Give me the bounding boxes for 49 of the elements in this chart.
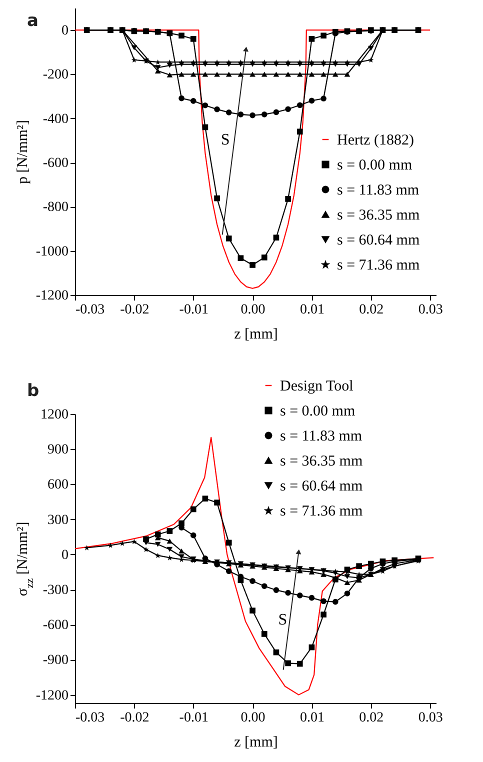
legend-label: s = 11.83 mm xyxy=(280,428,362,444)
y-tick-label: 1200 xyxy=(40,408,68,422)
y-axis-title: p [N/mm²] xyxy=(14,120,31,184)
x-tick-label: 0.03 xyxy=(418,710,443,726)
legend-label: s = 71.36 mm xyxy=(280,504,363,520)
annotation: S xyxy=(278,612,288,629)
y-tick-label: -400 xyxy=(42,112,68,127)
legend-label: s = 0.00 mm xyxy=(280,404,356,420)
x-tick-label: 0.00 xyxy=(240,710,266,726)
chart-title: a xyxy=(27,11,38,31)
legend-label: s = 11.83 mm xyxy=(337,182,420,198)
x-axis-title: z [mm] xyxy=(234,326,278,342)
legend-label: s = 60.64 mm xyxy=(280,478,363,494)
y-tick-label: -1000 xyxy=(36,244,68,260)
y-tick-label: -1200 xyxy=(36,288,68,304)
annotation: S xyxy=(220,131,230,148)
y-tick-label: 0 xyxy=(62,24,68,39)
y-tick-label: -600 xyxy=(42,156,68,172)
x-tick-label: -0.03 xyxy=(76,710,105,726)
legend-label: s = 36.35 mm xyxy=(337,208,420,224)
legend-label: s = 71.36 mm xyxy=(337,258,420,274)
x-tick-label: 0.01 xyxy=(300,302,324,318)
y-tick-label: -300 xyxy=(42,583,68,598)
legend-label: Hertz (1882) xyxy=(337,132,414,148)
x-tick-label: 0.00 xyxy=(240,302,266,318)
x-tick-label: -0.02 xyxy=(120,710,150,726)
legend-label: Design Tool xyxy=(280,378,354,394)
legend-label: s = 60.64 mm xyxy=(337,232,420,248)
y-tick-label: -600 xyxy=(42,618,68,634)
x-tick-label: 0.02 xyxy=(359,302,384,318)
x-tick-label: 0.02 xyxy=(359,710,384,726)
x-tick-label: -0.03 xyxy=(76,302,105,318)
x-tick-label: 0.03 xyxy=(418,302,443,318)
legend-label: s = 36.35 mm xyxy=(280,454,363,470)
chart-title: b xyxy=(27,381,40,401)
y-tick-label: -800 xyxy=(42,200,68,216)
x-axis-title: z [mm] xyxy=(234,734,278,750)
y-tick-label: -900 xyxy=(42,653,68,668)
y-tick-label: -200 xyxy=(42,68,68,83)
y-tick-label: 900 xyxy=(48,442,68,458)
y-tick-label: 0 xyxy=(62,548,68,563)
x-tick-label: -0.01 xyxy=(179,710,208,726)
x-tick-label: -0.02 xyxy=(120,302,150,318)
x-tick-label: 0.01 xyxy=(300,710,324,726)
y-tick-label: 300 xyxy=(48,512,68,528)
y-tick-label: 600 xyxy=(48,478,68,493)
x-tick-label: -0.01 xyxy=(179,302,208,318)
y-tick-label: -1200 xyxy=(36,688,68,704)
legend-label: s = 0.00 mm xyxy=(337,158,412,174)
